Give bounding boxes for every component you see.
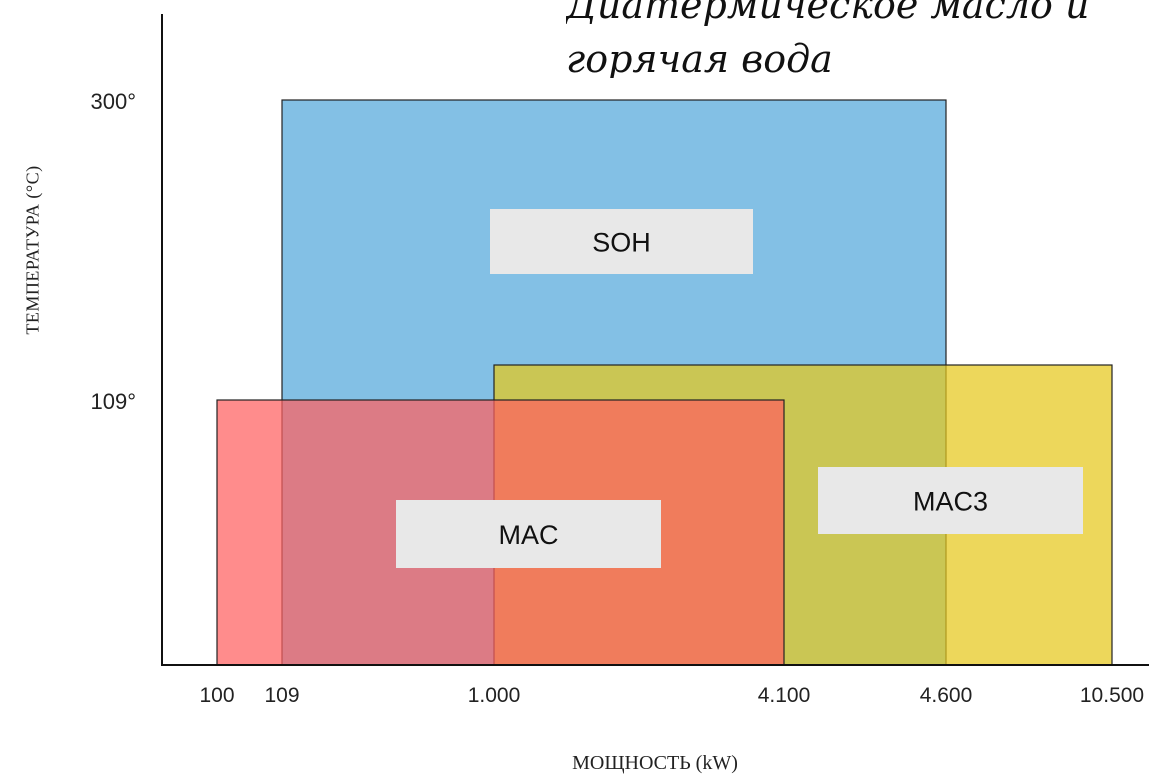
series-label-box-soh [490,209,753,274]
series-label-soh: SOH [592,228,651,258]
y-tick-label-0: 300° [90,89,136,114]
series-label-mac: MAC [499,520,559,550]
chart-title: Диатермическое масло и горячая вода [566,0,1090,78]
y-tick-label-1: 109° [90,389,136,414]
x-tick-label-1: 109 [264,684,299,707]
x-tick-label-4: 4.600 [920,684,973,707]
series-label-mac3: MAC3 [913,487,988,517]
x-tick-label-2: 1.000 [468,684,521,707]
x-tick-label-0: 100 [199,684,234,707]
x-axis-label: МОЩНОСТЬ (kW) [572,752,738,774]
x-tick-label-3: 4.100 [758,684,811,707]
x-tick-label-5: 10.500 [1080,684,1144,707]
series-label-box-mac [396,500,661,568]
series-label-box-mac3 [818,467,1083,534]
